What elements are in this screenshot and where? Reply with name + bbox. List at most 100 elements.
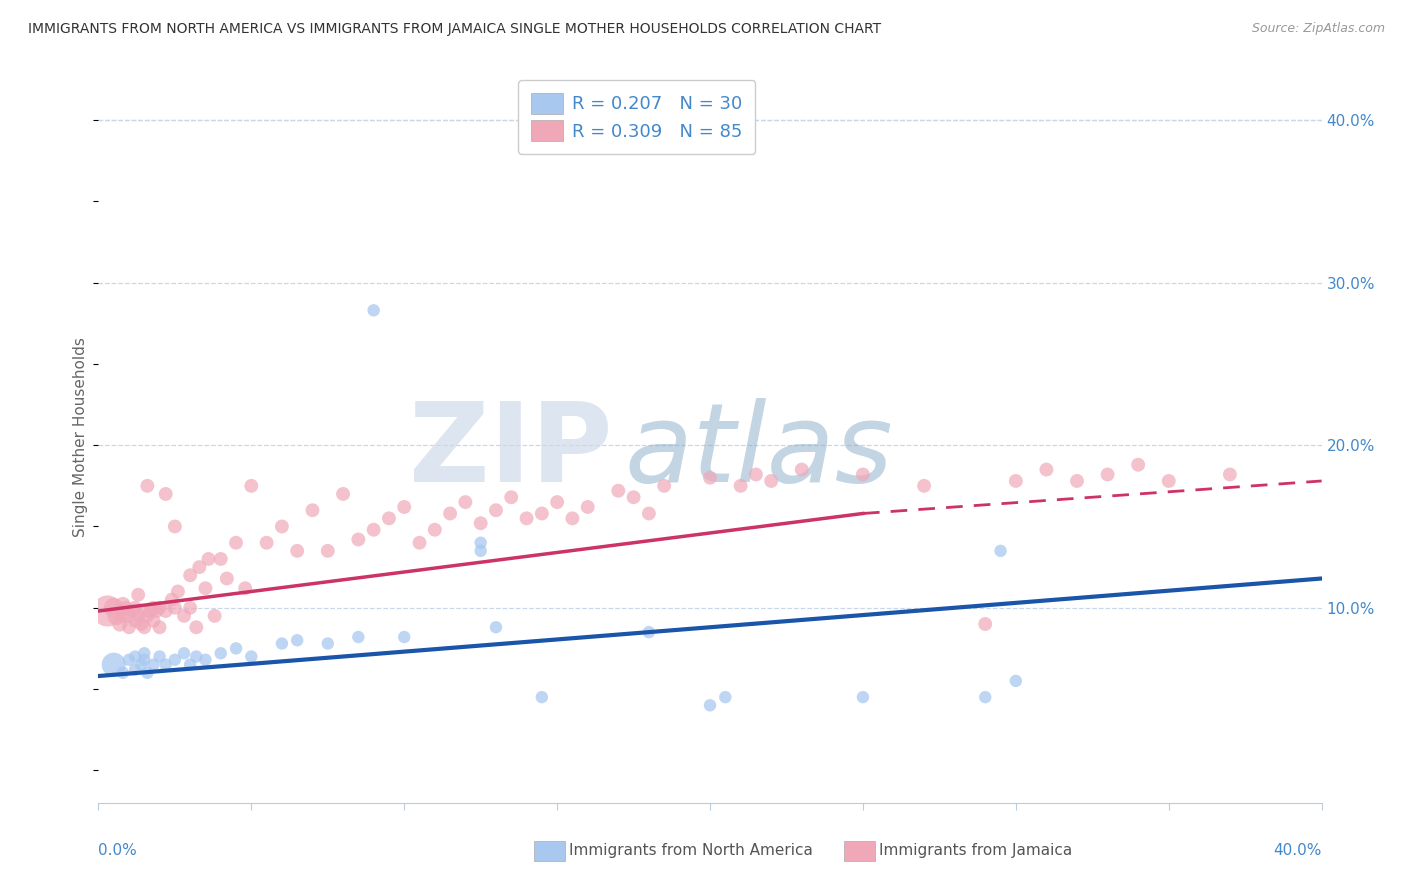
Point [163, 653, 186, 667]
Point [145, 604, 167, 618]
Point [149, 649, 172, 664]
Point [759, 474, 782, 488]
Point [1004, 673, 1026, 688]
Point [790, 462, 813, 476]
Point [637, 625, 661, 640]
Point [124, 600, 146, 615]
Point [194, 653, 217, 667]
Point [209, 646, 232, 660]
Point [516, 511, 538, 525]
Point [142, 657, 165, 672]
Point [194, 581, 217, 595]
Point [136, 479, 159, 493]
Point [730, 479, 752, 493]
Text: 40.0%: 40.0% [1274, 844, 1322, 858]
Point [118, 620, 141, 634]
Point [127, 588, 149, 602]
Text: atlas: atlas [624, 398, 893, 505]
Point [134, 653, 156, 667]
Point [301, 503, 323, 517]
Point [142, 614, 165, 628]
Point [439, 507, 461, 521]
Point [990, 544, 1012, 558]
Text: 0.0%: 0.0% [98, 844, 138, 858]
Point [363, 303, 385, 318]
Point [111, 665, 134, 680]
Point [423, 523, 446, 537]
Point [485, 620, 508, 634]
Y-axis label: Single Mother Households: Single Mother Households [73, 337, 89, 537]
Point [103, 657, 125, 672]
Point [163, 519, 186, 533]
Point [111, 598, 134, 612]
Point [121, 604, 143, 618]
Point [623, 490, 645, 504]
Point [155, 604, 177, 618]
Text: Source: ZipAtlas.com: Source: ZipAtlas.com [1251, 22, 1385, 36]
Point [1097, 467, 1119, 482]
Point [408, 535, 430, 549]
Point [129, 657, 152, 672]
Point [974, 617, 997, 632]
Point [576, 500, 599, 514]
Point [1128, 458, 1150, 472]
Point [378, 511, 401, 525]
Point [225, 641, 247, 656]
Point [111, 608, 134, 623]
Point [745, 467, 768, 482]
Point [204, 608, 226, 623]
Point [118, 653, 141, 667]
Point [714, 690, 737, 705]
Point [139, 604, 162, 618]
Point [179, 600, 201, 615]
Point [607, 483, 630, 498]
Point [155, 657, 177, 672]
Point [160, 592, 183, 607]
Point [188, 560, 211, 574]
Point [392, 500, 416, 514]
Point [124, 614, 146, 628]
Legend: R = 0.207   N = 30, R = 0.309   N = 85: R = 0.207 N = 30, R = 0.309 N = 85 [517, 80, 755, 153]
Point [127, 608, 149, 623]
Point [652, 479, 675, 493]
Point [134, 620, 156, 634]
Point [108, 617, 131, 632]
Point [347, 630, 370, 644]
Text: Immigrants from Jamaica: Immigrants from Jamaica [879, 844, 1071, 858]
Point [173, 608, 195, 623]
Point [285, 544, 308, 558]
Point [546, 495, 568, 509]
Point [1066, 474, 1088, 488]
Point [1219, 467, 1241, 482]
Point [103, 600, 125, 615]
Point [470, 516, 492, 531]
Point [347, 533, 370, 547]
Point [270, 636, 292, 650]
Point [155, 487, 177, 501]
Point [699, 471, 721, 485]
Point [974, 690, 997, 705]
Point [124, 663, 146, 677]
Point [699, 698, 721, 713]
Point [129, 617, 152, 632]
Point [256, 535, 278, 549]
Point [149, 600, 172, 615]
Text: IMMIGRANTS FROM NORTH AMERICA VS IMMIGRANTS FROM JAMAICA SINGLE MOTHER HOUSEHOLD: IMMIGRANTS FROM NORTH AMERICA VS IMMIGRA… [28, 22, 882, 37]
Point [97, 604, 120, 618]
Point [163, 600, 186, 615]
Point [136, 608, 159, 623]
Point [134, 604, 156, 618]
Point [173, 646, 195, 660]
Point [215, 572, 238, 586]
Point [392, 630, 416, 644]
Point [561, 511, 583, 525]
Point [270, 519, 292, 533]
Point [136, 665, 159, 680]
Point [134, 646, 156, 660]
Point [316, 544, 339, 558]
Point [186, 620, 208, 634]
Point [1035, 462, 1057, 476]
Point [115, 600, 138, 615]
Point [149, 620, 172, 634]
Point [225, 535, 247, 549]
